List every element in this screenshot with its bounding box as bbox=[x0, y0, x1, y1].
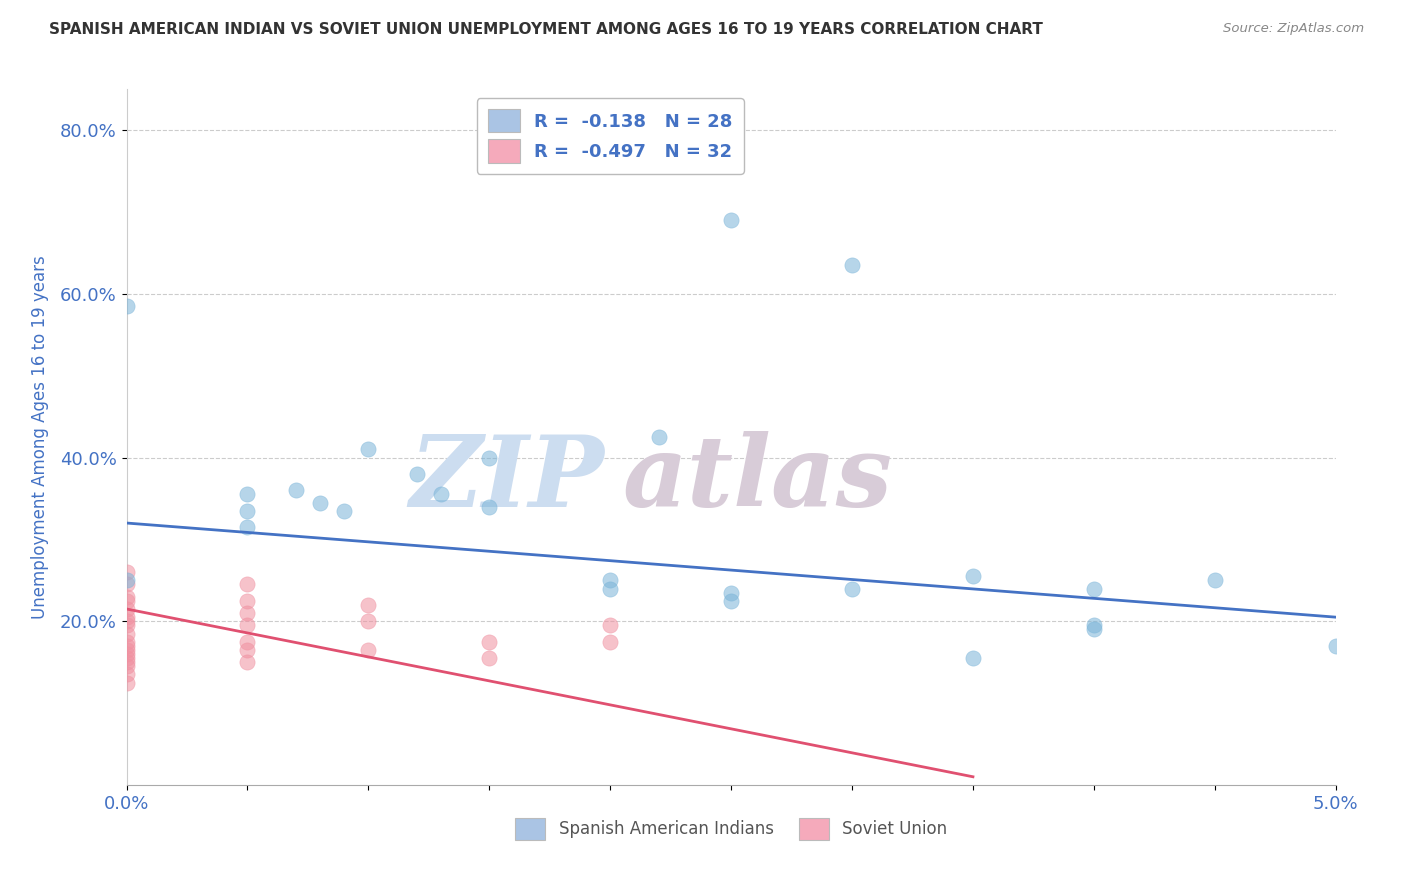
Point bbox=[115, 639, 138, 653]
Point bbox=[357, 598, 380, 612]
Point bbox=[478, 651, 501, 665]
Point bbox=[115, 647, 138, 661]
Point bbox=[599, 634, 621, 648]
Point bbox=[115, 299, 138, 313]
Point bbox=[236, 655, 259, 669]
Text: ZIP: ZIP bbox=[409, 431, 605, 527]
Point bbox=[1083, 582, 1105, 596]
Point bbox=[115, 675, 138, 690]
Point bbox=[599, 574, 621, 588]
Point bbox=[357, 643, 380, 657]
Point bbox=[599, 582, 621, 596]
Point bbox=[115, 574, 138, 588]
Point bbox=[236, 487, 259, 501]
Point bbox=[962, 569, 984, 583]
Point bbox=[236, 643, 259, 657]
Point bbox=[115, 594, 138, 608]
Point bbox=[115, 618, 138, 632]
Text: SPANISH AMERICAN INDIAN VS SOVIET UNION UNEMPLOYMENT AMONG AGES 16 TO 19 YEARS C: SPANISH AMERICAN INDIAN VS SOVIET UNION … bbox=[49, 22, 1043, 37]
Point bbox=[357, 442, 380, 457]
Point bbox=[236, 606, 259, 620]
Point bbox=[962, 651, 984, 665]
Point bbox=[599, 618, 621, 632]
Point bbox=[115, 643, 138, 657]
Point bbox=[720, 585, 742, 599]
Point bbox=[115, 610, 138, 624]
Point bbox=[1324, 639, 1347, 653]
Point bbox=[309, 495, 332, 509]
Point bbox=[236, 520, 259, 534]
Point bbox=[1083, 618, 1105, 632]
Point bbox=[430, 487, 453, 501]
Point bbox=[115, 602, 138, 616]
Point bbox=[115, 577, 138, 591]
Point bbox=[720, 213, 742, 227]
Point bbox=[647, 430, 669, 444]
Point bbox=[1083, 623, 1105, 637]
Point bbox=[115, 651, 138, 665]
Point bbox=[357, 614, 380, 628]
Point bbox=[236, 618, 259, 632]
Legend: Spanish American Indians, Soviet Union: Spanish American Indians, Soviet Union bbox=[509, 812, 953, 847]
Point bbox=[478, 500, 501, 514]
Point bbox=[115, 614, 138, 628]
Point bbox=[115, 634, 138, 648]
Point bbox=[115, 626, 138, 640]
Point bbox=[236, 594, 259, 608]
Point bbox=[333, 504, 356, 518]
Point bbox=[1204, 574, 1226, 588]
Point bbox=[841, 258, 863, 272]
Point bbox=[478, 634, 501, 648]
Point bbox=[236, 577, 259, 591]
Point bbox=[115, 667, 138, 681]
Point bbox=[841, 582, 863, 596]
Point bbox=[236, 504, 259, 518]
Y-axis label: Unemployment Among Ages 16 to 19 years: Unemployment Among Ages 16 to 19 years bbox=[31, 255, 49, 619]
Point bbox=[236, 634, 259, 648]
Point bbox=[478, 450, 501, 465]
Point bbox=[115, 655, 138, 669]
Point bbox=[115, 659, 138, 673]
Point bbox=[720, 594, 742, 608]
Point bbox=[405, 467, 427, 481]
Point bbox=[115, 565, 138, 579]
Point bbox=[115, 590, 138, 604]
Text: Source: ZipAtlas.com: Source: ZipAtlas.com bbox=[1223, 22, 1364, 36]
Text: atlas: atlas bbox=[623, 431, 893, 527]
Point bbox=[284, 483, 307, 498]
